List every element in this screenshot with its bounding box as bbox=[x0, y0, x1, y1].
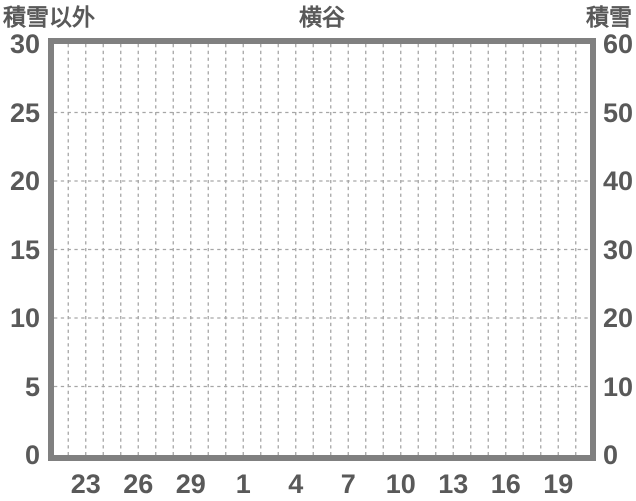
left-axis-tick-label: 0 bbox=[24, 440, 40, 470]
left-axis-tick-label: 15 bbox=[9, 234, 40, 265]
right-axis-tick-label: 50 bbox=[603, 97, 634, 128]
right-axis-tick-label: 20 bbox=[603, 303, 634, 333]
gridlines bbox=[54, 44, 590, 455]
right-axis-tick-label: 0 bbox=[603, 440, 619, 470]
chart-title: 横谷 bbox=[299, 4, 345, 30]
left-axis-title: 積雪以外 bbox=[3, 4, 95, 30]
right-axis-tick-label: 10 bbox=[603, 371, 634, 402]
left-axis-tick-label: 5 bbox=[24, 371, 40, 402]
plot-area bbox=[48, 38, 596, 461]
x-axis-tick-label: 23 bbox=[70, 469, 101, 499]
left-axis-tick-label: 25 bbox=[9, 97, 40, 128]
left-axis-tick-label: 30 bbox=[9, 29, 40, 59]
left-axis-tick-label: 20 bbox=[9, 166, 40, 196]
right-axis-title: 積雪 bbox=[586, 4, 632, 30]
left-axis-tick-label: 10 bbox=[9, 303, 40, 333]
x-axis-tick-label: 4 bbox=[288, 469, 304, 499]
right-axis-tick-label: 30 bbox=[603, 234, 634, 265]
x-axis-tick-label: 16 bbox=[490, 469, 521, 499]
x-axis-tick-label: 13 bbox=[438, 469, 469, 499]
x-axis-tick-label: 29 bbox=[175, 469, 206, 499]
x-axis-tick-label: 7 bbox=[340, 469, 356, 499]
x-axis-tick-label: 10 bbox=[385, 469, 416, 499]
x-axis-tick-label: 19 bbox=[543, 469, 574, 499]
right-axis-tick-label: 60 bbox=[603, 29, 634, 59]
x-axis-tick-label: 1 bbox=[235, 469, 251, 499]
x-axis-tick-label: 26 bbox=[123, 469, 154, 499]
right-axis-tick-label: 40 bbox=[603, 166, 634, 196]
